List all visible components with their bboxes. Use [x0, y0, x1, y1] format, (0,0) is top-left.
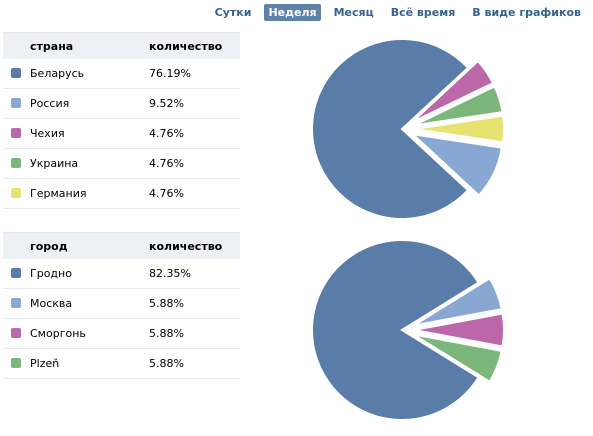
name-cell: Чехия	[3, 118, 146, 149]
name-cell: Plzeň	[3, 348, 146, 379]
value-cell: 4.76%	[146, 178, 240, 209]
color-swatch	[11, 268, 21, 278]
pie-slice	[412, 333, 503, 384]
color-swatch	[11, 328, 21, 338]
name-cell: Гродно	[3, 259, 146, 289]
value-cell: 5.88%	[146, 318, 240, 349]
row-label: Россия	[30, 97, 70, 110]
color-swatch	[11, 68, 21, 78]
country-column-header: страна	[3, 32, 146, 59]
value-cell: 4.76%	[146, 118, 240, 149]
name-cell: Германия	[3, 178, 146, 209]
row-label: Беларусь	[30, 67, 85, 80]
name-cell: Россия	[3, 88, 146, 119]
name-cell: Сморгонь	[3, 318, 146, 349]
color-swatch	[11, 298, 21, 308]
period-tabs: Сутки Неделя Месяц Всё время В виде граф…	[202, 4, 585, 21]
row-label: Гродно	[30, 267, 72, 280]
country-value-column-header: количество	[146, 32, 240, 59]
row-label: Москва	[30, 297, 73, 310]
pie-slice	[413, 312, 505, 348]
row-label: Германия	[30, 187, 87, 200]
name-cell: Украина	[3, 148, 146, 179]
tab-as-graphs[interactable]: В виде графиков	[472, 6, 581, 19]
pie-slice	[409, 132, 503, 197]
country-row: Россия 9.52%	[3, 88, 240, 119]
color-swatch	[11, 358, 21, 368]
country-row: Германия 4.76%	[3, 178, 240, 209]
tab-day[interactable]: Сутки	[214, 6, 252, 19]
value-cell: 9.52%	[146, 88, 240, 119]
country-table-header: страна количество	[3, 32, 240, 59]
value-cell: 5.88%	[146, 288, 240, 319]
pie-slice	[412, 276, 503, 327]
color-swatch	[11, 188, 21, 198]
city-table-header: город количество	[3, 232, 240, 259]
city-row: Сморгонь 5.88%	[3, 318, 240, 349]
row-label: Сморгонь	[30, 327, 86, 340]
pie-slice	[411, 59, 495, 124]
row-label: Чехия	[30, 127, 65, 140]
city-column-header: город	[3, 232, 146, 259]
pie-slice	[311, 239, 480, 421]
tab-month[interactable]: Месяц	[333, 6, 374, 19]
row-label: Украина	[30, 157, 79, 170]
name-cell: Беларусь	[3, 59, 146, 89]
tab-week[interactable]: Неделя	[264, 4, 321, 21]
color-swatch	[11, 158, 21, 168]
city-table: город количество Гродно 82.35% Москва 5.88%…	[3, 232, 240, 379]
country-table: страна количество Беларусь 76.19% Россия 9.…	[3, 32, 240, 209]
city-row: Москва 5.88%	[3, 288, 240, 319]
city-pie-chart	[311, 239, 505, 421]
name-cell: Москва	[3, 288, 146, 319]
row-label: Plzeň	[30, 357, 60, 370]
city-row: Plzeň 5.88%	[3, 348, 240, 379]
value-cell: 4.76%	[146, 148, 240, 179]
pie-slice	[311, 38, 470, 220]
country-row: Чехия 4.76%	[3, 118, 240, 149]
country-row: Беларусь 76.19%	[3, 59, 240, 89]
tab-all-time[interactable]: Всё время	[390, 6, 456, 19]
color-swatch	[11, 98, 21, 108]
country-row: Украина 4.76%	[3, 148, 240, 179]
pie-slice	[413, 85, 504, 127]
value-cell: 76.19%	[146, 59, 240, 89]
city-row: Гродно 82.35%	[3, 259, 240, 289]
value-cell: 82.35%	[146, 259, 240, 289]
pie-slice	[413, 114, 505, 144]
country-pie-chart	[311, 38, 505, 220]
color-swatch	[11, 128, 21, 138]
city-value-column-header: количество	[146, 232, 240, 259]
value-cell: 5.88%	[146, 348, 240, 379]
